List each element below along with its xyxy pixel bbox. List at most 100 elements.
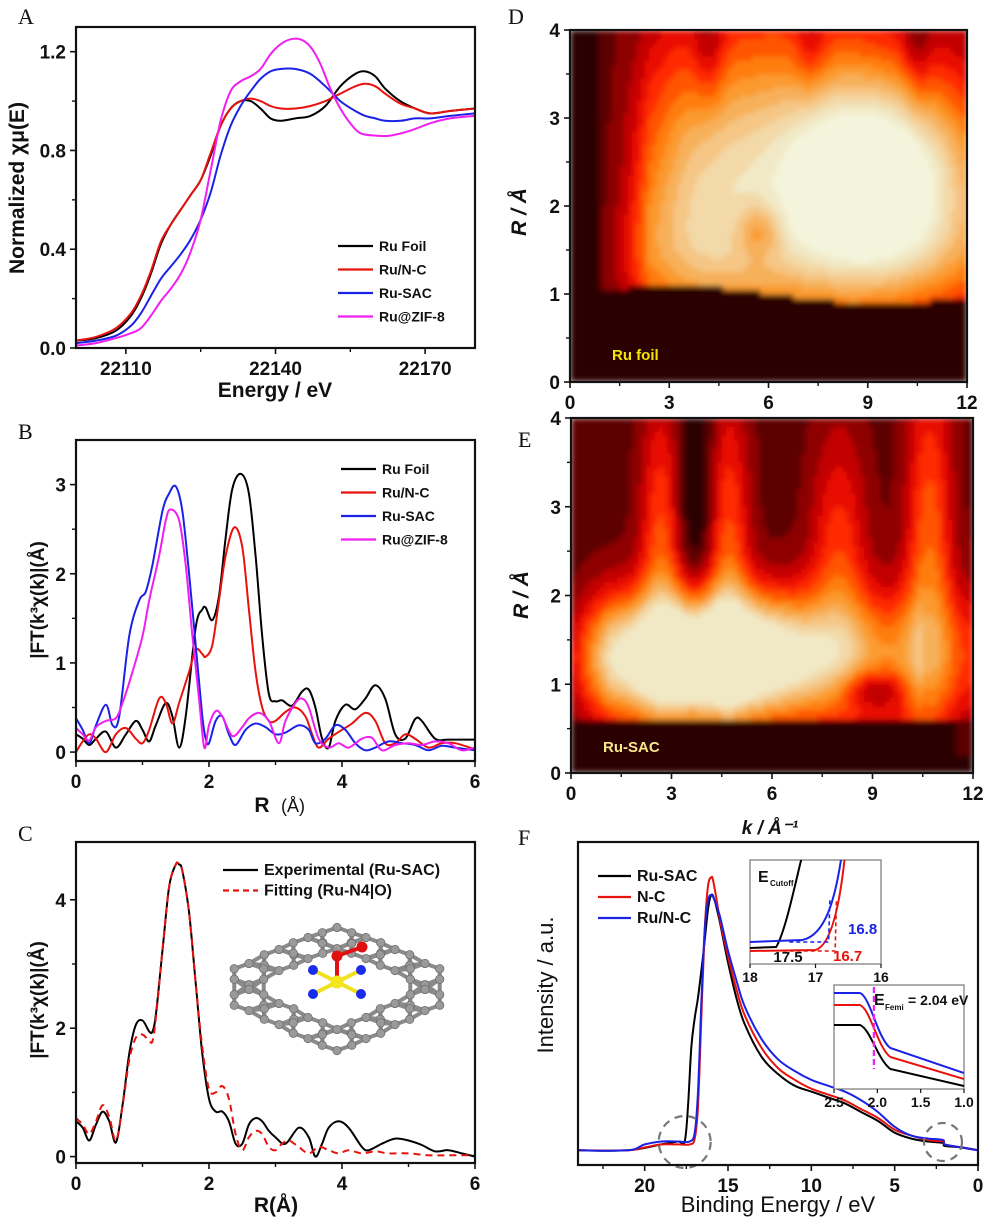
contour-cell [880,184,885,189]
contour-cell [793,82,799,88]
contour-cell [818,69,823,75]
contour-cell [764,219,770,225]
contour-cell [714,118,720,123]
contour-cell [685,157,691,163]
contour-cell [896,214,902,220]
contour-cell [801,184,807,189]
contour-cell [739,272,745,277]
contour-cell [838,245,844,251]
contour-cell [632,263,637,269]
contour-cell [884,60,890,66]
contour-cell [780,170,786,176]
contour-cell [847,272,852,277]
contour-cell [789,96,794,101]
contour-cell [900,197,906,203]
contour-cell [627,258,633,264]
contour-cell [756,82,761,88]
contour-cell [855,228,861,233]
contour-cell [847,258,852,264]
contour-cell [735,113,741,119]
contour-cell [648,78,654,84]
contour-cell [884,197,890,203]
contour-cell [822,210,827,216]
contour-cell [607,122,612,128]
contour-cell [859,298,865,304]
contour-cell [747,131,753,137]
contour-cell [772,87,778,93]
y-tick-label: 2 [55,565,66,586]
contour-cell [880,47,885,53]
contour-cell [888,47,894,53]
contour-cell [892,267,898,273]
contour-cell [685,232,691,238]
contour-cell [822,250,827,255]
contour-cell [900,294,906,299]
contour-cell [706,192,712,198]
contour-cell [694,140,699,145]
contour-cell [822,285,827,291]
contour-cell [813,184,819,189]
contour-cell [892,148,898,154]
contour-cell [818,118,823,123]
contour-cell [731,201,737,207]
contour-cell [867,201,873,207]
contour-cell [714,109,720,115]
contour-cell [760,30,765,35]
contour-cell [698,69,703,75]
contour-cell [818,210,823,216]
contour-cell [656,38,662,44]
contour-cell [660,109,666,115]
contour-cell [702,157,708,163]
contour-cell [851,192,856,198]
contour-cell [685,166,691,172]
contour-cell [884,100,890,106]
contour-cell [656,140,662,145]
contour-cell [904,56,910,62]
contour-cell [892,122,898,128]
contour-cell [871,206,877,211]
contour-cell [714,34,720,40]
contour-cell [611,267,617,273]
contour-cell [863,52,869,57]
contour-cell [694,30,699,35]
contour-cell [867,192,873,198]
contour-cell [685,144,691,150]
contour-cell [681,118,687,123]
contour-cell [847,232,852,238]
contour-cell [747,245,753,251]
contour-cell [801,232,807,238]
contour-cell [772,69,778,75]
contour-cell [598,65,604,71]
contour-cell [607,184,612,189]
contour-cell [789,197,794,203]
contour-cell [619,126,625,132]
contour-cell [739,144,745,150]
contour-cell [751,104,757,110]
contour-cell [863,188,869,194]
contour-cell [809,60,815,66]
contour-cell [785,43,790,49]
contour-cell [830,113,836,119]
carbon-atom [420,1005,430,1016]
contour-cell [669,118,674,123]
contour-cell [636,162,641,167]
contour-cell [834,298,840,304]
contour-cell [747,135,753,141]
contour-cell [669,122,674,128]
contour-cell [603,241,608,247]
contour-cell [809,276,815,282]
contour-cell [598,228,604,233]
contour-cell [764,96,770,101]
contour-cell [909,153,914,159]
contour-cell [665,223,670,229]
contour-cell [623,228,629,233]
contour-cell [892,276,898,282]
contour-cell [838,210,844,216]
contour-cell [809,122,815,128]
contour-cell [876,170,881,176]
contour-cell [685,267,691,273]
contour-cell [913,236,918,242]
contour-cell [723,69,728,75]
contour-cell [760,43,765,49]
contour-cell [764,236,770,242]
